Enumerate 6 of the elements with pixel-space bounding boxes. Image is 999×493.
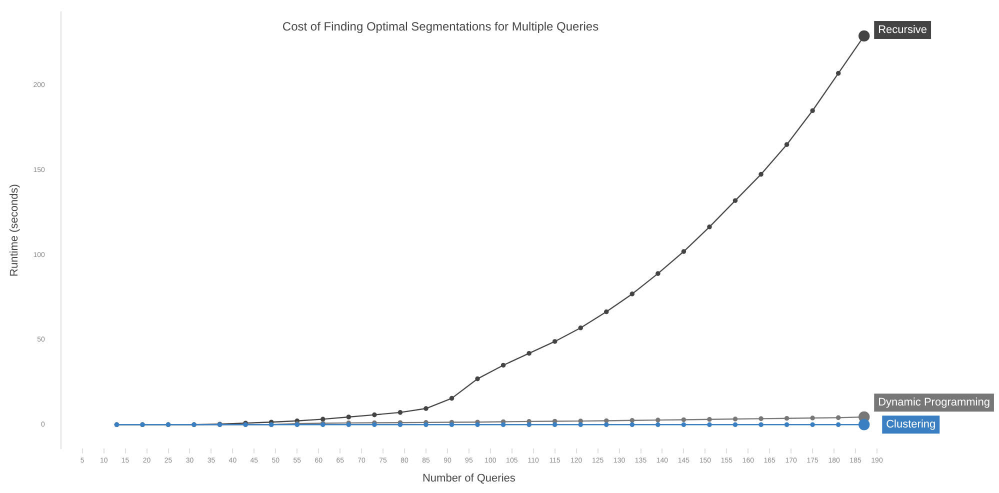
series-label: Clustering — [886, 418, 936, 431]
series-label: Recursive — [878, 24, 928, 36]
text: Cost of Finding Optimal Segmentations for Multiple Queries — [282, 19, 599, 34]
y-axis-title: Runtime (seconds) — [8, 184, 21, 276]
x-axis-title: Number of Queries — [422, 472, 516, 484]
series-label: Dynamic Programming — [878, 396, 990, 409]
